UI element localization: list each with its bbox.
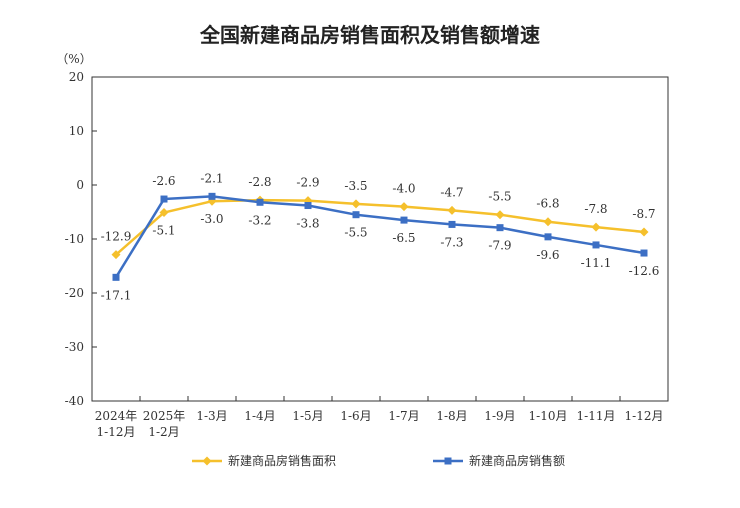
legend-item-1: 新建商品房销售面积 — [192, 453, 336, 468]
x-tick-label: 1-9月 — [484, 409, 515, 423]
series-2-point — [544, 233, 552, 241]
data-label: -17.1 — [101, 288, 132, 302]
series-2-point — [208, 192, 216, 200]
series-layer — [111, 192, 649, 281]
series-2-point — [448, 220, 456, 228]
chart-title: 全国新建商品房销售面积及销售额增速 — [199, 23, 540, 47]
y-tick-label: -10 — [65, 232, 84, 246]
legend-item-2: 新建商品房销售额 — [433, 453, 565, 468]
data-label: -3.8 — [296, 217, 319, 231]
series-1-point — [111, 250, 121, 260]
data-label: -4.7 — [440, 185, 463, 199]
series-line-2 — [114, 195, 645, 278]
data-label: -5.1 — [152, 224, 175, 238]
series-2-point — [112, 273, 120, 281]
x-tick-label: 1-8月 — [436, 409, 467, 423]
data-label: -8.7 — [632, 207, 655, 221]
data-label: -7.8 — [584, 202, 607, 216]
series-1-point — [639, 227, 649, 237]
data-label: -7.9 — [488, 239, 511, 253]
data-label: -6.8 — [536, 197, 559, 211]
data-label: -11.1 — [581, 256, 612, 270]
series-2-point — [304, 202, 312, 210]
x-tick-label: 1-6月 — [340, 409, 371, 423]
y-axis-unit: （%） — [56, 52, 91, 66]
series-2-point — [496, 224, 504, 232]
data-label: -3.0 — [200, 212, 223, 226]
series-1-point — [543, 217, 553, 227]
series-1-point — [495, 210, 505, 220]
y-tick-label: -20 — [65, 286, 84, 300]
legend-label: 新建商品房销售面积 — [228, 453, 336, 468]
x-tick-label: 2025年 1-2月 — [143, 409, 186, 439]
series-1-point — [351, 199, 361, 209]
data-label: -12.6 — [629, 264, 660, 278]
y-tick-label: -40 — [65, 394, 84, 408]
data-label: -3.2 — [248, 213, 271, 227]
legend-swatch-marker — [444, 457, 452, 465]
series-2-point — [160, 195, 168, 203]
y-tick-label: -30 — [65, 340, 84, 354]
data-label: -2.6 — [152, 174, 175, 188]
data-label: -6.5 — [392, 231, 415, 245]
legend-label: 新建商品房销售额 — [469, 453, 565, 468]
data-label: -9.6 — [536, 248, 559, 262]
data-label: -3.5 — [344, 179, 367, 193]
y-tick-label: 0 — [76, 178, 84, 192]
y-tick-label: 20 — [69, 70, 84, 84]
series-1-point — [447, 205, 457, 215]
x-tick-label: 1-3月 — [196, 409, 227, 423]
x-tick-label: 1-7月 — [388, 409, 419, 423]
x-tick-label: 1-11月 — [577, 409, 616, 423]
data-label: -2.9 — [296, 176, 319, 190]
legend-swatch-marker — [202, 456, 212, 466]
series-2-point — [352, 211, 360, 219]
series-line-1 — [115, 198, 645, 256]
series-1-point — [399, 202, 409, 212]
data-label: -4.0 — [392, 182, 415, 196]
y-tick-label: 10 — [69, 124, 84, 138]
x-tick-label: 1-12月 — [625, 409, 664, 423]
legend: 新建商品房销售面积 新建商品房销售额 — [192, 453, 565, 468]
data-label: -5.5 — [488, 190, 511, 204]
data-labels: -12.9 -5.1 -3.0 -2.8 -2.9 -3.5 -4.0 -4.7 -5.5 -6.… — [101, 171, 660, 302]
x-tick-label: 1-10月 — [529, 409, 568, 423]
data-label: -2.1 — [200, 171, 223, 185]
series-2-point — [640, 249, 648, 257]
series-2-point — [400, 216, 408, 224]
data-label: -2.8 — [248, 175, 271, 189]
x-tick-label: 2024年 1-12月 — [95, 409, 138, 439]
x-tick-label: 1-4月 — [244, 409, 275, 423]
data-label: -7.3 — [440, 235, 463, 249]
series-1-point — [591, 222, 601, 232]
x-tick-label: 1-5月 — [292, 409, 323, 423]
series-2-point — [256, 198, 264, 206]
data-label: -12.9 — [101, 230, 132, 244]
data-label: -5.5 — [344, 226, 367, 240]
series-1-point — [159, 208, 169, 218]
plot-frame — [91, 76, 669, 402]
series-2-point — [592, 241, 600, 249]
